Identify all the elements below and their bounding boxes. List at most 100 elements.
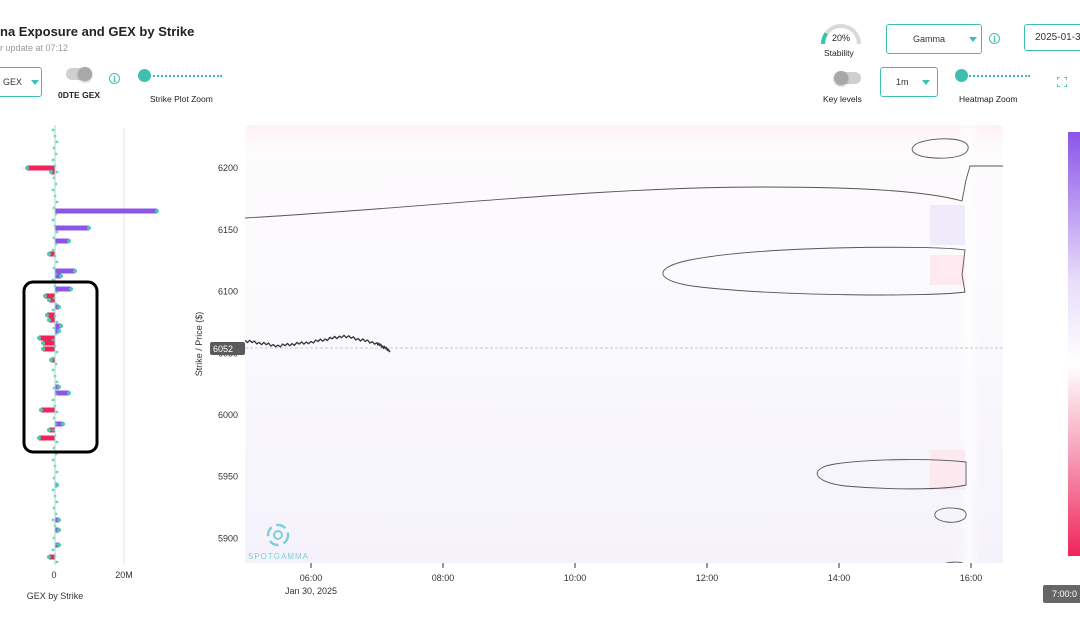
strike-bar-dot: [37, 336, 41, 340]
strike-bar: [55, 208, 157, 214]
info-icon[interactable]: i: [109, 73, 120, 84]
x-tick-label: 14:00: [828, 573, 851, 583]
strike-bar-dot: [61, 422, 65, 426]
strike-dot: [55, 380, 59, 384]
y-axis-label: Strike / Price ($): [194, 312, 204, 377]
y-tick-label: 6200: [218, 163, 238, 173]
strike-dot: [51, 428, 55, 432]
strike-dot: [55, 140, 59, 144]
strike-dot: [55, 440, 59, 444]
strike-dot: [55, 530, 59, 534]
y-tick-label: 6100: [218, 287, 238, 297]
gex-type-select[interactable]: GEX: [0, 67, 42, 97]
strike-dot: [51, 158, 55, 162]
y-tick-label: 6000: [218, 410, 238, 420]
strike-bar: [55, 390, 69, 396]
strike-dot: [51, 518, 55, 522]
strike-bar-dot: [67, 391, 71, 395]
heatmap-zoom-thumb[interactable]: [955, 69, 968, 82]
strike-dot: [55, 230, 59, 234]
strike-axis-label: GEX by Strike: [27, 591, 84, 601]
strike-dot: [55, 350, 59, 354]
strike-bar: [55, 323, 61, 329]
zerodte-toggle[interactable]: [66, 67, 92, 81]
current-price-badge: [210, 342, 245, 355]
strike-zoom-track[interactable]: [146, 75, 222, 79]
x-tick-label: 06:00: [300, 573, 323, 583]
strike-bar-dot: [43, 294, 47, 298]
strike-dot: [51, 368, 55, 372]
gex-type-value: GEX: [3, 77, 23, 87]
strike-x-tick-20m: 20M: [115, 570, 133, 580]
heatmap-zoom-track[interactable]: [962, 75, 1030, 79]
highlight-annotation-box: [22, 280, 99, 454]
strike-bar-dot: [57, 543, 61, 547]
x-date-label: Jan 30, 2025: [285, 586, 337, 596]
strike-bar-dot: [49, 358, 53, 362]
date-select[interactable]: 2025-01-3: [1024, 24, 1080, 51]
strike-bar-dot: [47, 252, 51, 256]
strike-bar-dot: [67, 239, 71, 243]
y-tick-label: 5900: [218, 533, 238, 543]
strike-bar-dot: [41, 341, 45, 345]
strike-bar-dot: [57, 528, 61, 532]
strike-bar-dot: [41, 347, 45, 351]
date-value: 2025-01-3: [1035, 32, 1080, 43]
strike-bar: [39, 435, 55, 441]
strike-bar: [45, 293, 55, 299]
strike-dot: [51, 488, 55, 492]
measure-select[interactable]: Gamma: [886, 24, 982, 54]
strike-bar-dot: [49, 170, 53, 174]
interval-select[interactable]: 1m: [880, 67, 938, 97]
strike-dot: [55, 200, 59, 204]
strike-bar-dot: [59, 274, 63, 278]
x-tick-label: 16:00: [960, 573, 983, 583]
key-levels-toggle[interactable]: [834, 71, 861, 85]
strike-bar-dot: [73, 269, 77, 273]
strike-dot: [55, 260, 59, 264]
strike-bar-dot: [47, 298, 51, 302]
strike-dot: [51, 548, 55, 552]
strike-dot: [51, 218, 55, 222]
stability-label: Stability: [824, 48, 854, 58]
strike-bar: [47, 312, 55, 318]
strike-dot: [51, 308, 55, 312]
strike-bar: [49, 317, 55, 323]
strike-dot: [51, 398, 55, 402]
strike-bar-dot: [25, 166, 29, 170]
page-title: na Exposure and GEX by Strike: [0, 24, 195, 39]
strike-bar: [55, 273, 61, 279]
strike-dot: [55, 410, 59, 414]
strike-dot: [51, 188, 55, 192]
time-badge-label: 7:00:0: [1052, 589, 1077, 599]
caret-down-icon: [921, 79, 930, 85]
strike-bar-dot: [69, 287, 73, 291]
time-badge: [1043, 585, 1080, 603]
strike-bar: [49, 554, 55, 560]
heatmap-zoom-label: Heatmap Zoom: [959, 94, 1018, 104]
strike-dot: [55, 560, 59, 564]
strike-bar-dot: [57, 518, 61, 522]
strike-bar-dot: [37, 436, 41, 440]
caret-down-icon: [969, 36, 978, 42]
strike-x-tick-0: 0: [51, 570, 56, 580]
strike-bar: [55, 421, 63, 427]
last-update-text: r update at 07:12: [0, 43, 69, 53]
strike-bar: [43, 346, 55, 352]
strike-bar-dot: [87, 226, 91, 230]
strike-dot: [51, 128, 55, 132]
strike-bar-dot: [39, 408, 43, 412]
x-tick-label: 12:00: [696, 573, 719, 583]
strike-bar-dot: [155, 209, 159, 213]
caret-down-icon: [31, 79, 40, 85]
strike-dot: [51, 248, 55, 252]
info-icon[interactable]: i: [989, 33, 1000, 44]
strike-zoom-thumb[interactable]: [138, 69, 151, 82]
spotgamma-watermark: SPOTGAMMA: [248, 552, 309, 561]
strike-bar-dot: [57, 329, 61, 333]
strike-dot: [55, 470, 59, 474]
strike-bar-dot: [47, 428, 51, 432]
strike-dot: [51, 338, 55, 342]
strike-bar: [55, 238, 69, 244]
strike-bar: [27, 165, 55, 171]
